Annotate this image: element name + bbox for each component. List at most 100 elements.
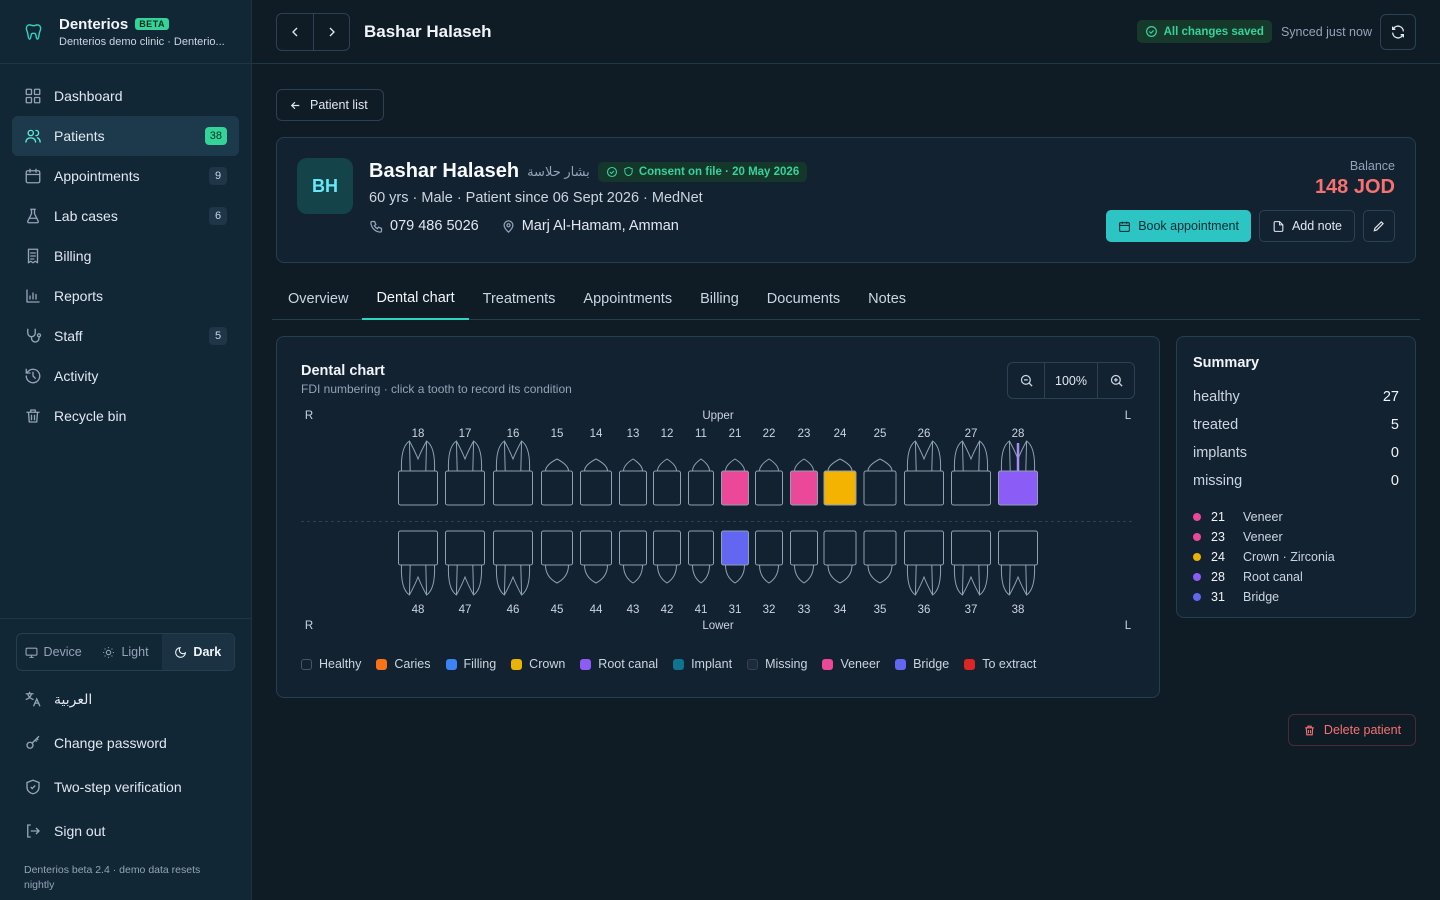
tab-documents[interactable]: Documents: [766, 290, 841, 307]
tooth-12[interactable]: [653, 458, 681, 506]
two-step-link[interactable]: Two-step verification: [16, 765, 235, 809]
tooth-36[interactable]: [904, 530, 944, 596]
tooth-37[interactable]: [951, 530, 991, 596]
summary-list-item[interactable]: 21 Veneer: [1193, 507, 1399, 527]
tooth-crown[interactable]: [445, 470, 485, 506]
tooth-crown[interactable]: [998, 530, 1038, 566]
theme-device-button[interactable]: Device: [17, 634, 89, 670]
tooth-23[interactable]: [790, 458, 818, 506]
summary-list-item[interactable]: 24 Crown · Zirconia: [1193, 547, 1399, 567]
tooth-24[interactable]: [823, 458, 857, 506]
tooth-crown[interactable]: [863, 470, 897, 506]
tooth-27[interactable]: [951, 440, 991, 506]
summary-list-item[interactable]: 28 Root canal: [1193, 567, 1399, 587]
sidebar-item-recycle-bin[interactable]: Recycle bin: [12, 396, 239, 436]
tab-billing[interactable]: Billing: [700, 290, 739, 307]
tooth-crown[interactable]: [398, 470, 438, 506]
sidebar-item-patients[interactable]: Patients 38: [12, 116, 239, 156]
tooth-crown[interactable]: [541, 530, 573, 566]
tooth-44[interactable]: [580, 530, 612, 584]
tooth-crown[interactable]: [688, 530, 714, 566]
tooth-crown[interactable]: [580, 530, 612, 566]
add-note-button[interactable]: Add note: [1258, 210, 1355, 242]
tooth-48[interactable]: [398, 530, 438, 596]
tooth-crown[interactable]: [823, 530, 857, 566]
tooth-crown[interactable]: [580, 470, 612, 506]
tooth-crown[interactable]: [398, 530, 438, 566]
tooth-crown[interactable]: [721, 470, 749, 506]
forward-button[interactable]: [313, 13, 349, 50]
tab-notes[interactable]: Notes: [868, 290, 907, 307]
back-button[interactable]: [277, 14, 313, 50]
tooth-32[interactable]: [755, 530, 783, 584]
tooth-33[interactable]: [790, 530, 818, 584]
tooth-crown[interactable]: [619, 470, 647, 506]
patient-list-button[interactable]: Patient list: [276, 89, 384, 121]
summary-list-item[interactable]: 31 Bridge: [1193, 587, 1399, 607]
tooth-crown[interactable]: [951, 530, 991, 566]
sidebar-item-billing[interactable]: Billing: [12, 236, 239, 276]
theme-dark-button[interactable]: Dark: [161, 634, 234, 670]
tooth-crown[interactable]: [755, 530, 783, 566]
tooth-43[interactable]: [619, 530, 647, 584]
tooth-crown[interactable]: [863, 530, 897, 566]
sidebar-item-appointments[interactable]: Appointments 9: [12, 156, 239, 196]
tooth-22[interactable]: [755, 458, 783, 506]
tooth-crown[interactable]: [653, 470, 681, 506]
tooth-crown[interactable]: [721, 530, 749, 566]
sync-button[interactable]: [1380, 13, 1416, 50]
tooth-crown[interactable]: [904, 470, 944, 506]
tooth-47[interactable]: [445, 530, 485, 596]
tooth-crown[interactable]: [653, 530, 681, 566]
tooth-crown[interactable]: [755, 470, 783, 506]
tooth-11[interactable]: [688, 458, 714, 506]
tooth-21[interactable]: [721, 458, 749, 506]
theme-light-button[interactable]: Light: [89, 634, 161, 670]
patient-phone[interactable]: 079 486 5026: [390, 218, 479, 234]
sidebar-item-dashboard[interactable]: Dashboard: [12, 76, 239, 116]
sidebar-item-activity[interactable]: Activity: [12, 356, 239, 396]
tooth-26[interactable]: [904, 440, 944, 506]
tooth-15[interactable]: [541, 458, 573, 506]
tab-treatments[interactable]: Treatments: [482, 290, 556, 307]
tooth-31[interactable]: [721, 530, 749, 584]
tooth-crown[interactable]: [790, 530, 818, 566]
book-appointment-button[interactable]: Book appointment: [1106, 210, 1251, 242]
tooth-crown[interactable]: [790, 470, 818, 506]
tooth-25[interactable]: [863, 458, 897, 506]
sidebar-item-reports[interactable]: Reports: [12, 276, 239, 316]
tooth-crown[interactable]: [493, 470, 533, 506]
zoom-out-button[interactable]: [1008, 363, 1044, 398]
language-link[interactable]: العربية: [16, 677, 235, 721]
tooth-crown[interactable]: [493, 530, 533, 566]
tooth-crown[interactable]: [823, 470, 857, 506]
tooth-crown[interactable]: [619, 530, 647, 566]
tooth-46[interactable]: [493, 530, 533, 596]
tooth-16[interactable]: [493, 440, 533, 506]
tab-appointments[interactable]: Appointments: [583, 290, 673, 307]
tooth-crown[interactable]: [904, 530, 944, 566]
tooth-28[interactable]: [998, 440, 1038, 506]
tab-dental-chart[interactable]: Dental chart: [362, 278, 469, 320]
tooth-41[interactable]: [688, 530, 714, 584]
tooth-18[interactable]: [398, 440, 438, 506]
tooth-35[interactable]: [863, 530, 897, 584]
tooth-45[interactable]: [541, 530, 573, 584]
tooth-13[interactable]: [619, 458, 647, 506]
sidebar-item-lab-cases[interactable]: Lab cases 6: [12, 196, 239, 236]
tooth-crown[interactable]: [541, 470, 573, 506]
tooth-crown[interactable]: [445, 530, 485, 566]
tooth-38[interactable]: [998, 530, 1038, 596]
tab-overview[interactable]: Overview: [288, 290, 349, 307]
edit-patient-button[interactable]: [1363, 210, 1395, 242]
tooth-crown[interactable]: [998, 470, 1038, 506]
delete-patient-button[interactable]: Delete patient: [1288, 714, 1416, 746]
sign-out-link[interactable]: Sign out: [16, 809, 235, 853]
zoom-in-button[interactable]: [1098, 363, 1134, 398]
sidebar-item-staff[interactable]: Staff 5: [12, 316, 239, 356]
tooth-crown[interactable]: [688, 470, 714, 506]
tooth-34[interactable]: [823, 530, 857, 584]
tooth-17[interactable]: [445, 440, 485, 506]
tooth-crown[interactable]: [951, 470, 991, 506]
summary-list-item[interactable]: 23 Veneer: [1193, 527, 1399, 547]
